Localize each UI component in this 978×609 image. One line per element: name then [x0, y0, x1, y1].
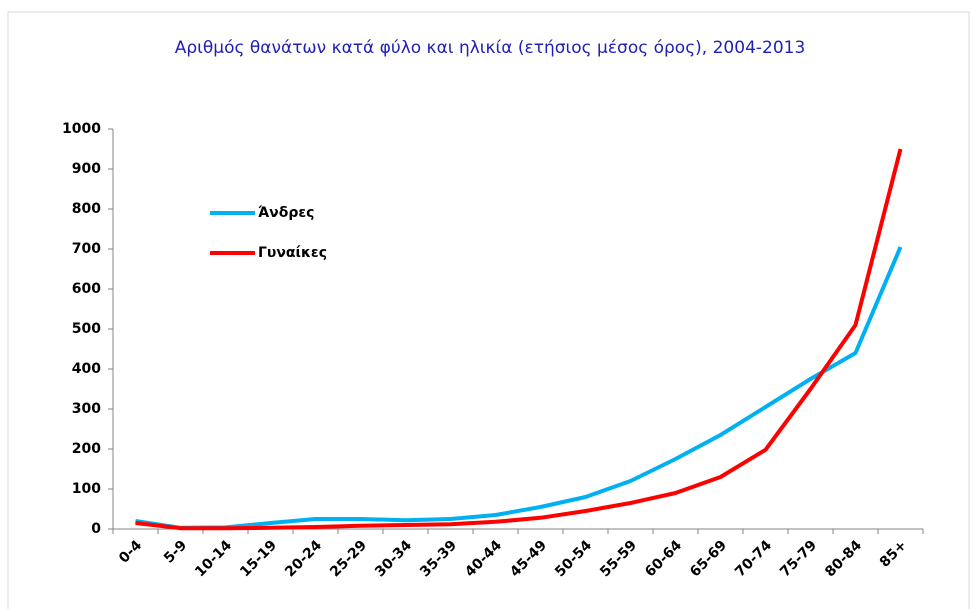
chart-title: Αριθμός θανάτων κατά φύλο και ηλικία (ετ…: [175, 38, 806, 58]
y-tick-label: 400: [72, 361, 101, 377]
legend-label: Άνδρες: [258, 205, 314, 221]
y-tick-label: 700: [72, 241, 101, 257]
y-tick-label: 800: [72, 201, 101, 217]
legend-label: Γυναίκες: [258, 245, 327, 261]
y-tick-label: 0: [91, 521, 101, 537]
series-line: [135, 246, 903, 530]
y-tick-label: 500: [72, 321, 101, 337]
series-line: [135, 148, 903, 531]
y-tick-label: 200: [72, 441, 101, 457]
y-tick-label: 600: [72, 281, 101, 297]
y-tick-label: 300: [72, 401, 101, 417]
y-tick-label: 900: [72, 161, 101, 177]
chart-frame: [7, 11, 970, 609]
y-tick-label: 100: [72, 481, 101, 497]
y-tick-label: 1000: [62, 121, 101, 137]
